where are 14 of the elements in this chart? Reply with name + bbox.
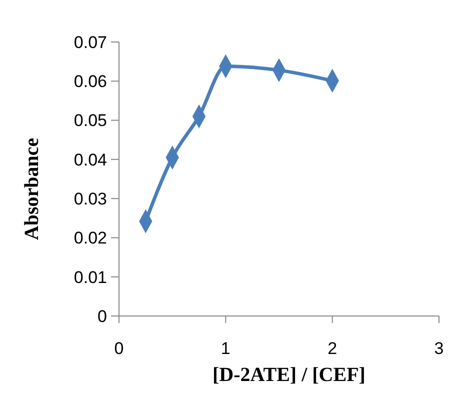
x-tick-label: 2: [328, 339, 338, 358]
y-tick-label: 0.07: [74, 32, 107, 52]
x-tick-label: 1: [220, 339, 230, 358]
x-axis-title: [D-2ATE] / [CEF]: [212, 364, 366, 386]
y-tick-label: 0.03: [74, 190, 107, 209]
y-tick-label: 0.05: [74, 111, 107, 130]
y-tick-label: 0.06: [74, 72, 107, 92]
y-tick-label: 0: [98, 306, 107, 326]
x-tick-label: 0: [114, 339, 124, 358]
x-tick-label: 3: [434, 339, 444, 358]
y-tick-label: 0.04: [74, 150, 107, 170]
y-axis-title: Absorbance: [21, 138, 43, 240]
y-tick-label: 0.01: [74, 268, 107, 287]
y-tick-label: 0.02: [74, 228, 107, 248]
